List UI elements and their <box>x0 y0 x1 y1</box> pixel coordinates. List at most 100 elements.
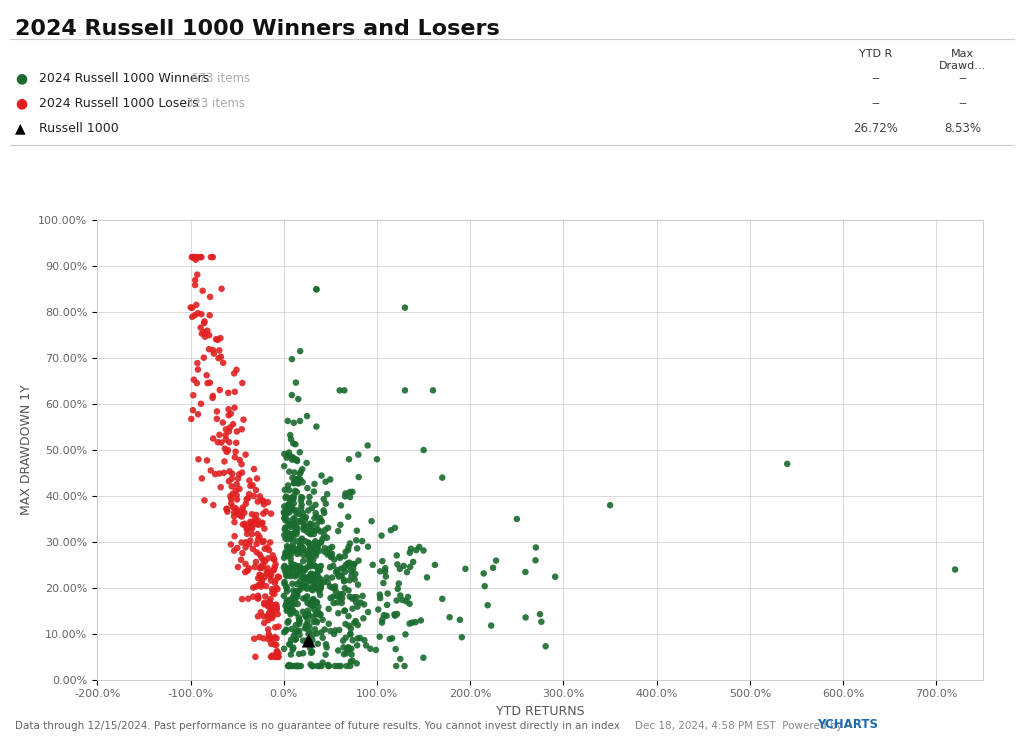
Point <box>531 608 548 620</box>
Point <box>280 527 296 539</box>
Point <box>248 509 264 521</box>
Point <box>341 557 357 568</box>
Point <box>251 531 267 543</box>
Point <box>185 389 202 401</box>
Point <box>223 493 240 505</box>
Point <box>285 598 301 610</box>
Point <box>313 515 330 527</box>
Point <box>312 512 329 524</box>
Point <box>308 283 325 295</box>
Point <box>279 624 295 636</box>
Point <box>303 528 319 540</box>
Point <box>205 251 221 263</box>
Point <box>342 627 358 639</box>
Point <box>265 599 282 611</box>
Point <box>305 554 322 565</box>
Point <box>220 444 237 456</box>
Point <box>321 548 337 560</box>
Point <box>193 398 209 410</box>
Point <box>318 642 335 654</box>
Point <box>278 514 294 526</box>
Point <box>306 560 323 572</box>
Point <box>278 491 294 503</box>
Point <box>285 585 301 597</box>
Point <box>538 640 554 652</box>
Point <box>294 544 310 556</box>
Point <box>268 651 285 663</box>
Point <box>348 534 365 546</box>
Point <box>285 533 301 545</box>
Point <box>289 578 305 590</box>
Point <box>291 648 307 660</box>
Point <box>246 463 262 475</box>
Text: 2024 Russell 1000 Winners and Losers: 2024 Russell 1000 Winners and Losers <box>15 19 500 39</box>
Point <box>276 507 293 519</box>
Point <box>282 500 298 512</box>
Point <box>359 439 376 451</box>
Point <box>256 617 272 629</box>
Point <box>305 594 322 606</box>
Point <box>263 604 280 616</box>
Point <box>357 639 374 651</box>
Point <box>276 512 293 524</box>
Point <box>278 533 294 545</box>
Point <box>311 564 328 576</box>
Point <box>281 568 297 580</box>
Point <box>318 571 335 583</box>
Point <box>265 554 282 565</box>
Point <box>276 500 293 512</box>
Point <box>312 525 329 537</box>
Point <box>276 529 293 541</box>
Point <box>245 516 261 528</box>
Point <box>332 591 348 603</box>
Point <box>285 520 301 532</box>
Point <box>312 560 329 572</box>
Point <box>253 578 269 590</box>
Point <box>298 573 314 585</box>
Point <box>226 506 243 518</box>
Point <box>349 601 366 613</box>
Point <box>279 595 295 607</box>
Point <box>295 512 311 524</box>
Point <box>285 591 301 603</box>
Point <box>245 582 261 594</box>
Point <box>305 572 322 584</box>
Point <box>285 644 301 656</box>
Point <box>227 503 244 515</box>
Point <box>233 467 250 479</box>
Point <box>287 520 303 532</box>
Point <box>342 537 358 549</box>
Text: 26.72%: 26.72% <box>853 122 898 135</box>
Point <box>285 503 301 515</box>
Point <box>287 626 303 638</box>
Point <box>289 486 305 498</box>
Point <box>191 251 208 263</box>
Point <box>483 619 500 631</box>
Point <box>316 507 333 519</box>
Point <box>233 536 250 548</box>
Point <box>218 424 234 436</box>
Point <box>301 521 317 533</box>
Point <box>314 614 331 626</box>
Text: 2024 Russell 1000 Winners: 2024 Russell 1000 Winners <box>39 72 209 85</box>
Point <box>264 633 281 645</box>
Point <box>302 518 318 530</box>
Point <box>266 588 283 600</box>
Point <box>334 597 350 609</box>
Point <box>454 631 470 643</box>
Text: Russell 1000: Russell 1000 <box>39 122 119 135</box>
Point <box>312 536 329 548</box>
Point <box>279 605 295 617</box>
Point <box>330 645 346 657</box>
Point <box>292 615 308 627</box>
Point <box>232 554 249 565</box>
Point <box>284 353 300 365</box>
Point <box>337 551 353 562</box>
Point <box>279 452 295 464</box>
Point <box>239 528 255 540</box>
Point <box>425 385 441 397</box>
Point <box>326 582 342 594</box>
Point <box>289 561 305 573</box>
Point <box>249 473 265 485</box>
Point <box>212 332 228 344</box>
